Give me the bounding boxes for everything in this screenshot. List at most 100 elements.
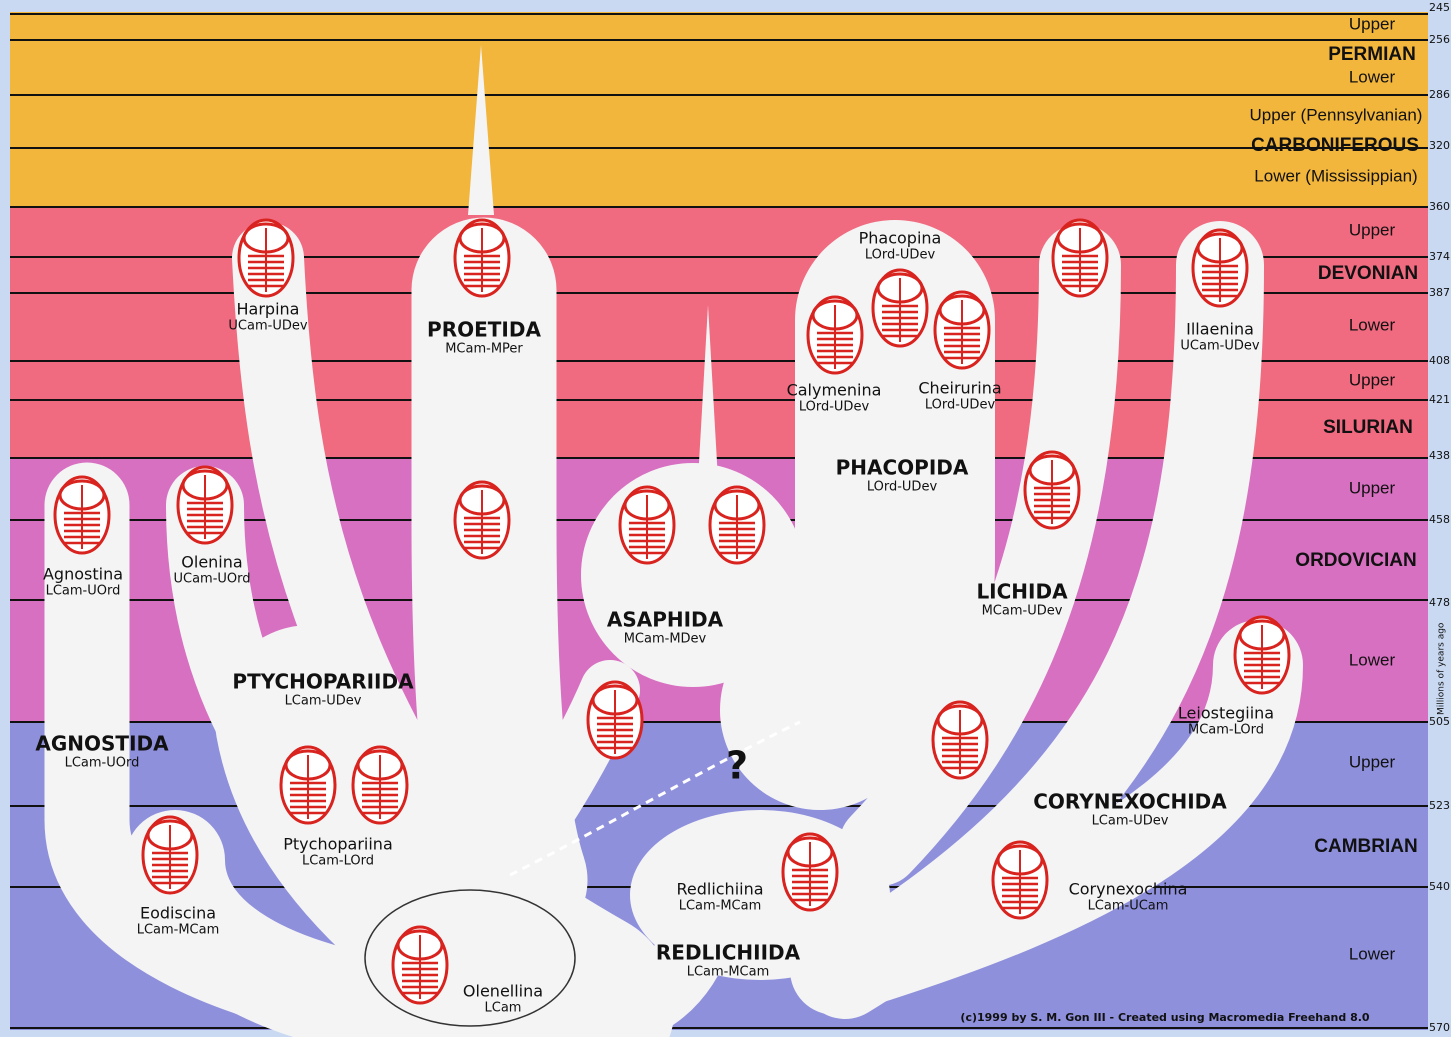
trilobite-icon [143, 817, 197, 893]
trilobite-icon [393, 927, 447, 1003]
time-division: Lower (Mississippian) [1254, 166, 1417, 185]
clade-name: Illaenina [1186, 320, 1254, 339]
clade-range: UCam-UDev [1180, 339, 1259, 354]
clade-range: LCam [485, 1001, 522, 1016]
clade-name: Eodiscina [140, 904, 216, 923]
clade-name: PROETIDA [427, 318, 541, 342]
clade-range: LOrd-UDev [925, 398, 996, 413]
time-division: DEVONIAN [1318, 263, 1418, 284]
clade-range: LCam-UCam [1088, 899, 1169, 914]
time-division: CARBONIFEROUS [1251, 135, 1419, 156]
trilobite-icon [588, 682, 642, 758]
trilobite-icon [239, 220, 293, 296]
clade-name: Agnostina [43, 565, 123, 584]
clade-name: AGNOSTIDA [35, 732, 169, 756]
clade-range: LOrd-UDev [867, 480, 938, 495]
time-division: PERMIAN [1328, 44, 1416, 65]
time-division: Upper [1349, 14, 1396, 33]
age-label: 421 [1429, 393, 1450, 406]
trilobite-icon [281, 747, 335, 823]
clade-name: Olenina [181, 553, 242, 572]
axis-title: Millions of years ago [1437, 622, 1447, 715]
clade-range: LCam-LOrd [302, 854, 374, 869]
clade-name: Calymenina [787, 381, 882, 400]
age-label: 360 [1429, 200, 1450, 213]
clade-range: UCam-UDev [228, 319, 307, 334]
clade-range: LOrd-UDev [799, 400, 870, 415]
trilobite-icon [455, 482, 509, 558]
clade-name: Phacopina [859, 229, 942, 248]
time-division: Upper (Pennsylvanian) [1250, 105, 1423, 124]
phylogeny-diagram: AGNOSTIDALCam-UOrdAgnostinaLCam-UOrdEodi… [0, 0, 1451, 1037]
trilobite-icon [935, 292, 989, 368]
trilobite-icon [353, 747, 407, 823]
trilobite-icon [993, 842, 1047, 918]
trilobite-icon [1053, 220, 1107, 296]
time-division: SILURIAN [1323, 417, 1413, 438]
clade-name: Harpina [237, 300, 300, 319]
clade-name: Leiostegiina [1178, 704, 1274, 723]
clade-range: LCam-MCam [687, 965, 770, 980]
clade-name: PTYCHOPARIIDA [232, 670, 414, 694]
time-division: Upper [1349, 478, 1396, 497]
time-division: Upper [1349, 370, 1396, 389]
age-label: 505 [1429, 715, 1450, 728]
age-label: 256 [1429, 33, 1450, 46]
time-division: Upper [1349, 752, 1396, 771]
clade-name: PHACOPIDA [836, 456, 969, 480]
time-division: Upper [1349, 220, 1396, 239]
time-division: Lower [1349, 944, 1396, 963]
age-label: 245 [1429, 1, 1450, 14]
clade-name: Ptychopariina [283, 835, 393, 854]
trilobite-icon [1193, 230, 1247, 306]
age-label: 408 [1429, 354, 1450, 367]
clade-range: LCam-UOrd [46, 584, 121, 599]
clade-name: Redlichiina [676, 880, 763, 899]
clade-name: CORYNEXOCHIDA [1033, 790, 1227, 814]
trilobite-icon [1235, 617, 1289, 693]
trilobite-icon [620, 487, 674, 563]
clade-name: ASAPHIDA [607, 608, 724, 632]
clade-range: MCam-LOrd [1188, 723, 1264, 738]
trilobite-icon [808, 297, 862, 373]
age-label: 387 [1429, 286, 1450, 299]
clade-name: Olenellina [463, 982, 543, 1001]
age-label: 540 [1429, 880, 1450, 893]
trilobite-icon [873, 270, 927, 346]
trilobite-icon [55, 477, 109, 553]
age-label: 320 [1429, 139, 1450, 152]
page: {"scale": { "divisions": ["Upper", "PERM… [0, 0, 1451, 1037]
credit: (c)1999 by S. M. Gon III - Created using… [960, 1011, 1369, 1024]
clade-range: UCam-UOrd [173, 572, 250, 587]
trilobite-icon [455, 220, 509, 296]
clade-range: MCam-MDev [624, 632, 707, 647]
age-label: 523 [1429, 799, 1450, 812]
clade-name: Cheirurina [918, 379, 1001, 398]
clade-range: LCam-UOrd [65, 756, 140, 771]
age-label: 458 [1429, 513, 1450, 526]
clade-name: LICHIDA [976, 580, 1068, 604]
age-label: 478 [1429, 596, 1450, 609]
clade-range: LCam-UDev [1092, 814, 1169, 829]
clade-range: LCam-UDev [285, 694, 362, 709]
clade-range: LCam-MCam [679, 899, 762, 914]
clade-name: REDLICHIIDA [656, 941, 801, 965]
time-division: ORDOVICIAN [1295, 550, 1416, 571]
trilobite-icon [710, 487, 764, 563]
time-division: Lower [1349, 650, 1396, 669]
age-label: 570 [1429, 1021, 1450, 1034]
trilobite-icon [178, 467, 232, 543]
time-division: Lower [1349, 315, 1396, 334]
clade-range: MCam-MPer [445, 342, 523, 357]
question-mark: ? [726, 744, 748, 788]
clade-range: LOrd-UDev [865, 248, 936, 263]
band-permian-carboniferous [10, 12, 1428, 208]
age-label: 374 [1429, 250, 1450, 263]
time-division: Lower [1349, 67, 1396, 86]
age-label: 286 [1429, 88, 1450, 101]
trilobite-icon [1025, 452, 1079, 528]
trilobite-icon [933, 702, 987, 778]
age-label: 438 [1429, 449, 1450, 462]
trilobite-icon [783, 834, 837, 910]
clade-name: Corynexochina [1069, 880, 1188, 899]
